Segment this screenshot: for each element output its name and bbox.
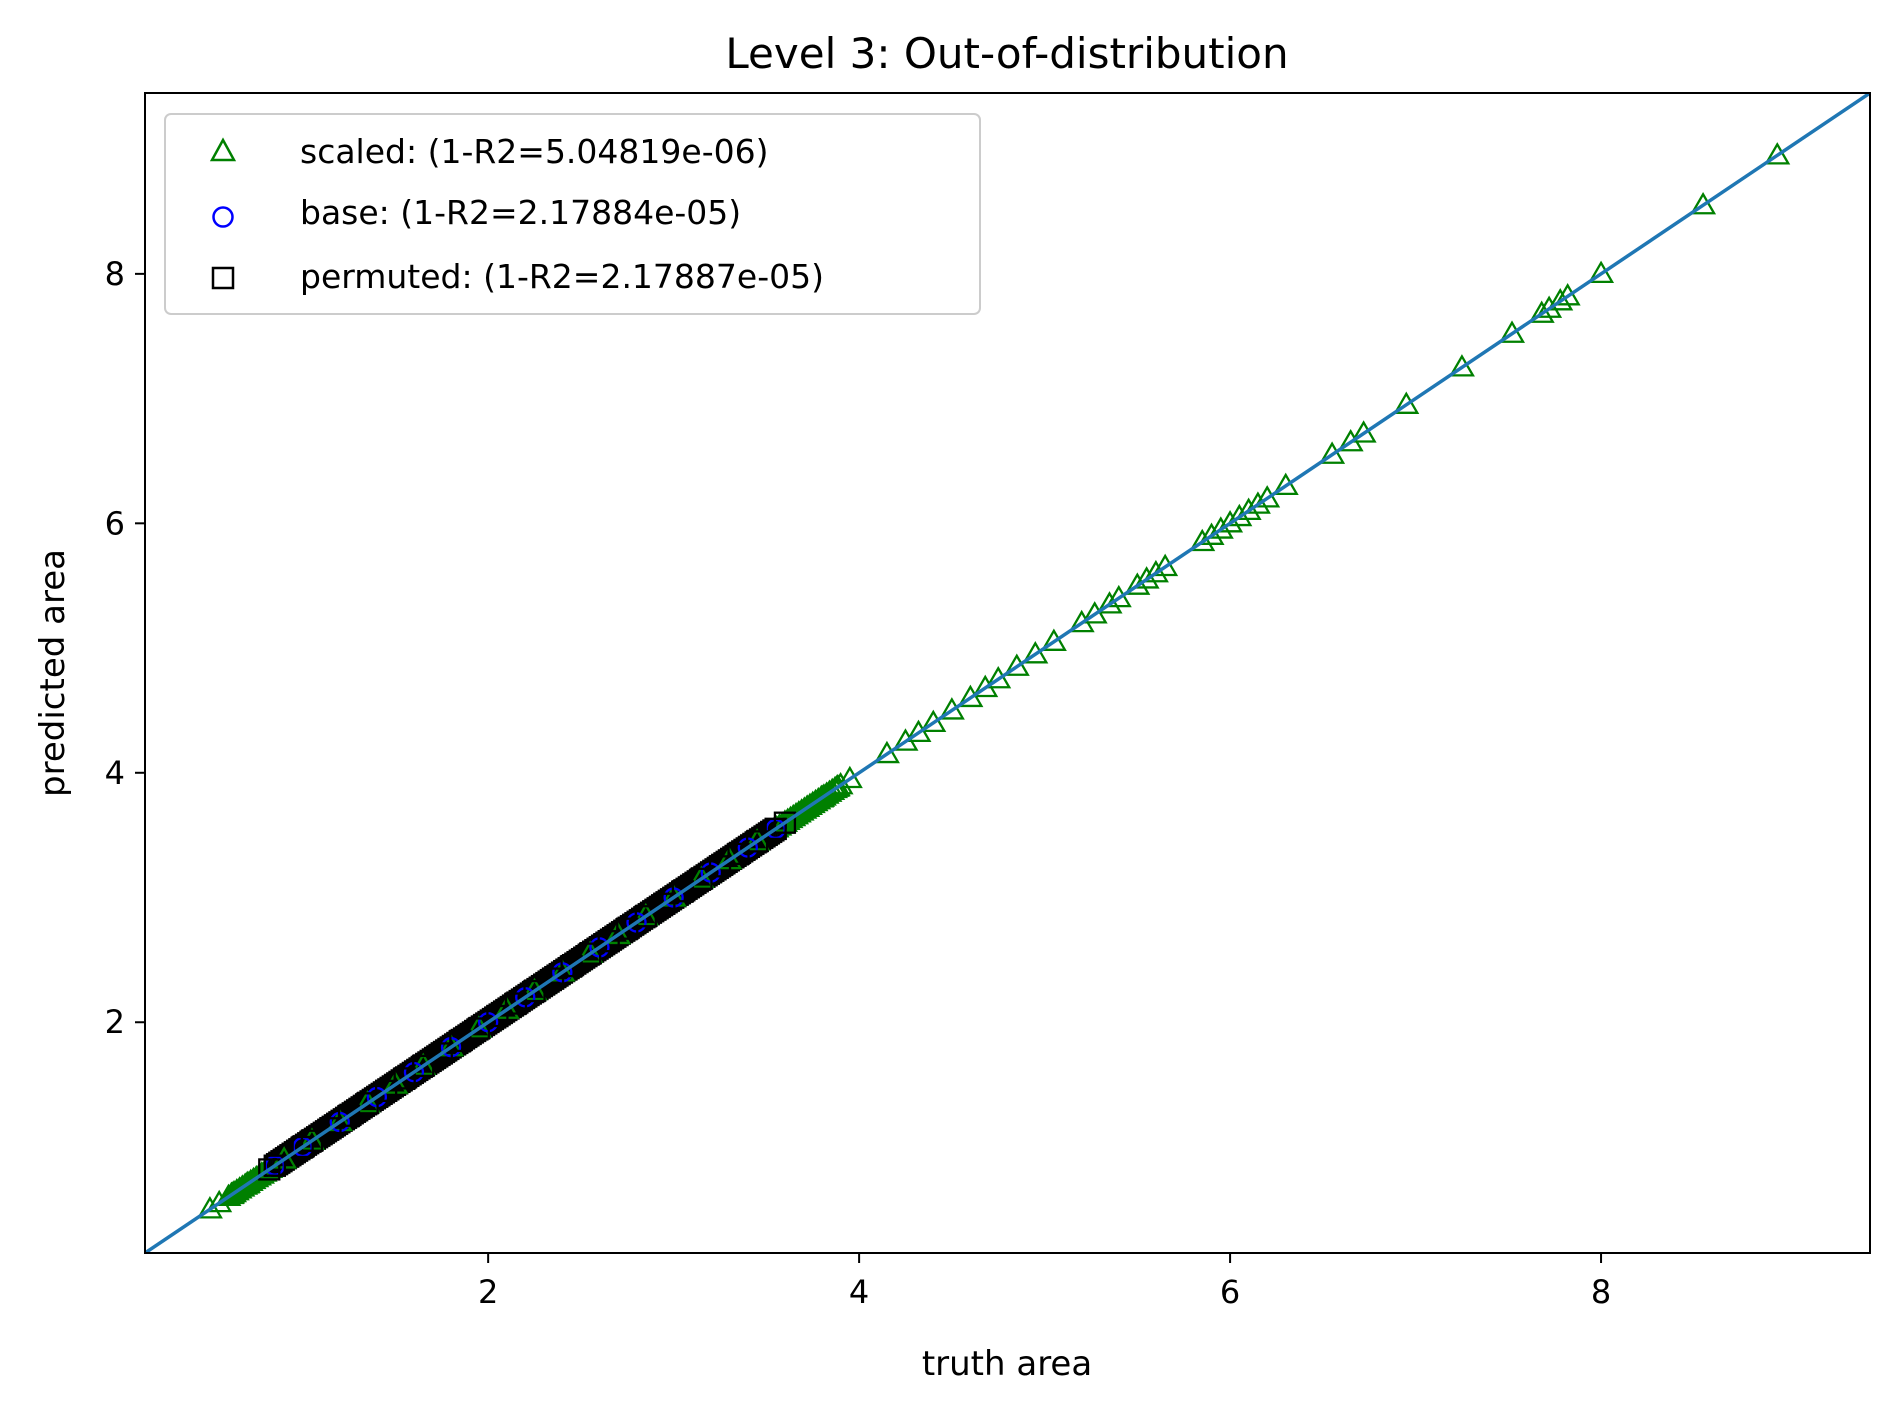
- scaled-point: [985, 665, 1012, 689]
- scaled-point: [1198, 522, 1225, 545]
- permuted-point: [263, 1154, 286, 1177]
- scaled-point: [1217, 510, 1244, 533]
- legend-label-base: base: (1-R2=2.17884e-05): [300, 193, 741, 232]
- permuted-point: [727, 842, 750, 866]
- scaled-point: [1528, 300, 1555, 323]
- permuted-point: [374, 1079, 398, 1102]
- scaled-point: [873, 740, 900, 764]
- scaled-point: [920, 709, 947, 733]
- scaled-point: [465, 1015, 492, 1038]
- scaled-point: [1105, 584, 1132, 608]
- scaled-point: [1690, 191, 1717, 215]
- y-tick-label: 2: [105, 1003, 125, 1041]
- scaled-point: [1588, 260, 1615, 284]
- scaled-point: [1448, 354, 1475, 377]
- permuted-point: [616, 917, 639, 940]
- permuted-point: [634, 905, 657, 928]
- scaled-point: [1152, 553, 1179, 577]
- permuted-point: [486, 1004, 509, 1028]
- permuted-point: [560, 954, 583, 978]
- permuted-point: [356, 1092, 379, 1115]
- scaled-point: [1554, 283, 1581, 306]
- plot-area: [145, 93, 1870, 1253]
- y-axis-label: predicted area: [33, 549, 73, 797]
- legend-circle-marker: [212, 206, 234, 228]
- scaled-band-marker: [819, 777, 846, 801]
- legend-frame: [164, 113, 981, 315]
- x-tick-label: 2: [478, 1273, 498, 1311]
- permuted-point: [708, 855, 732, 878]
- scaled-point: [354, 1090, 381, 1113]
- scaled-point: [688, 865, 715, 888]
- legend-triangle-marker: [209, 137, 237, 162]
- y-tick-label: 4: [105, 754, 125, 792]
- permuted-point: [319, 1117, 342, 1140]
- scaled-point: [1244, 491, 1271, 514]
- scaled-point: [938, 697, 965, 720]
- scaled-point: [1133, 566, 1160, 589]
- scaled-point: [1764, 142, 1791, 165]
- permuted-point: [745, 830, 769, 853]
- permuted-point: [430, 1042, 453, 1065]
- x-tick-label: 4: [849, 1273, 869, 1311]
- y-tick-label: 8: [105, 255, 125, 293]
- scaled-point: [1003, 653, 1030, 676]
- permuted-point: [258, 1158, 281, 1181]
- permuted-point: [541, 967, 565, 990]
- scaled-point: [1096, 591, 1123, 614]
- permuted-point: [671, 880, 695, 903]
- legend: scaled: (1-R2=5.04819e-06) base: (1-R2=2…: [164, 113, 981, 315]
- scaled-point: [1319, 441, 1346, 464]
- permuted-point: [523, 979, 546, 1003]
- scaled-point: [1254, 485, 1281, 508]
- permuted-point: [597, 930, 620, 953]
- scaled-point: [1142, 559, 1169, 583]
- permuted-point: [449, 1029, 472, 1053]
- scaled-point: [577, 940, 604, 963]
- y-axis-ticks: 2 4 6 8: [105, 255, 145, 1041]
- y-tick-label: 6: [105, 504, 125, 542]
- axes-frame: [144, 92, 1871, 1254]
- permuted-point: [300, 1129, 324, 1152]
- scaled-band-marker: [827, 771, 854, 795]
- legend-label-permuted: permuted: (1-R2=2.17887e-05): [300, 257, 824, 296]
- x-tick-label: 6: [1220, 1273, 1240, 1311]
- scaled-point: [1022, 640, 1049, 664]
- permuted-point: [773, 811, 797, 834]
- scaled-point: [1547, 288, 1574, 311]
- permuted-point: [412, 1054, 435, 1078]
- x-tick-label: 8: [1591, 1273, 1611, 1311]
- x-axis-label: truth area: [922, 1344, 1092, 1384]
- scaled-point: [1040, 628, 1067, 651]
- legend-square-marker: [211, 266, 235, 290]
- identity-line: [145, 93, 1870, 1253]
- x-axis-ticks: 2 4 6 8: [478, 1253, 1611, 1311]
- scaled-point: [1207, 516, 1234, 539]
- legend-label-scaled: scaled: (1-R2=5.04819e-06): [300, 132, 768, 171]
- scaled-point: [1350, 420, 1377, 443]
- scaled-point: [1189, 528, 1216, 552]
- scaled-point: [1235, 497, 1262, 520]
- scaled-point: [1226, 503, 1253, 527]
- permuted-point: [653, 892, 676, 915]
- permuted-point: [393, 1067, 416, 1090]
- scaled-point: [1393, 391, 1420, 414]
- scaled-point: [196, 1196, 223, 1219]
- chart-title: Level 3: Out-of-distribution: [725, 29, 1288, 78]
- permuted-point: [467, 1017, 491, 1040]
- permuted-point: [504, 992, 528, 1015]
- scaled-point: [836, 765, 863, 789]
- permuted-point: [579, 942, 602, 965]
- scaled-point: [248, 1161, 275, 1184]
- permuted-point: [337, 1104, 361, 1127]
- scaled-point: [1536, 295, 1563, 318]
- permuted-point: [690, 867, 713, 890]
- scaled-point: [1272, 472, 1299, 496]
- scaled-point: [1499, 320, 1526, 343]
- scaled-point: [1124, 572, 1151, 595]
